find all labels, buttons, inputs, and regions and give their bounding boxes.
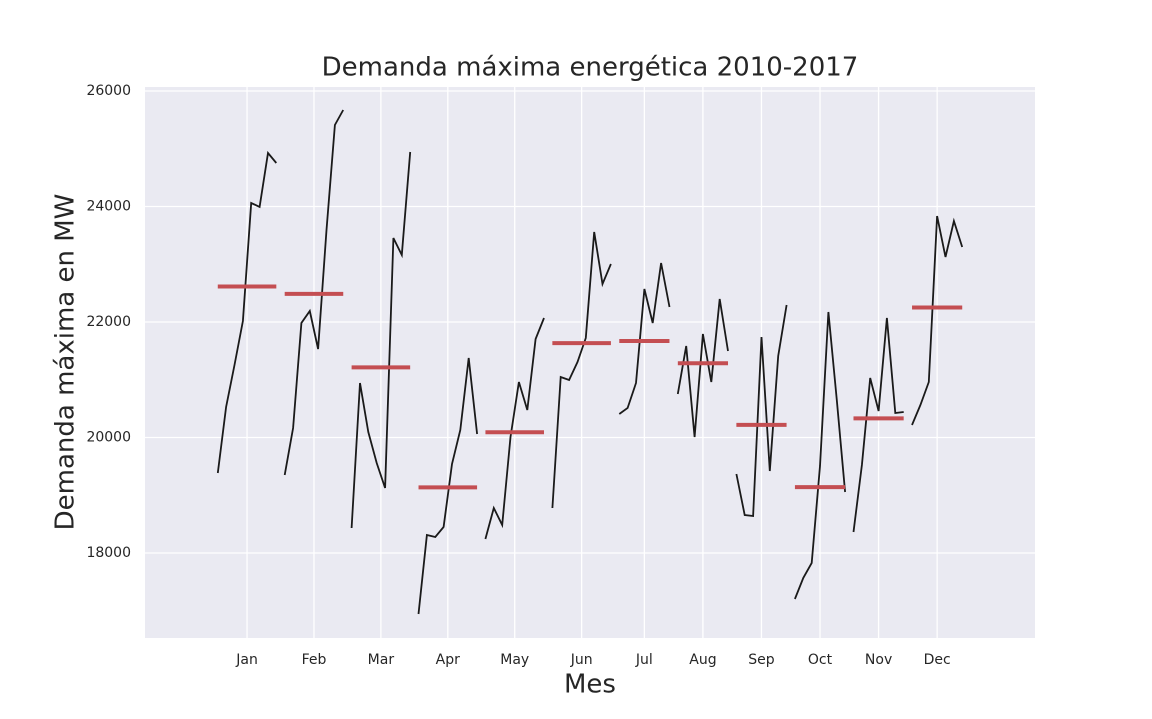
- x-tick-label: Mar: [368, 652, 395, 668]
- y-tick-label: 22000: [86, 314, 131, 330]
- y-tick-label: 18000: [86, 545, 131, 561]
- x-tick-label: Dec: [924, 652, 951, 668]
- month-line: [676, 298, 729, 438]
- x-tick-label: Sep: [748, 652, 775, 668]
- month-line: [551, 231, 612, 509]
- y-tick-label: 24000: [86, 198, 131, 214]
- month-line: [618, 262, 671, 415]
- y-axis-label: Demanda máxima en MW: [51, 194, 81, 531]
- x-tick-label: Apr: [436, 652, 460, 668]
- month-line: [417, 357, 478, 615]
- x-tick-label: Jul: [635, 652, 653, 668]
- month-line: [216, 150, 277, 474]
- y-tick-label: 20000: [86, 429, 131, 445]
- x-tick-label: Jan: [235, 652, 258, 668]
- y-tick-label: 26000: [86, 83, 131, 99]
- chart-title: Demanda máxima energética 2010-2017: [322, 53, 859, 83]
- x-tick-label: Nov: [865, 652, 892, 668]
- x-tick-label: Feb: [302, 652, 327, 668]
- month-line: [852, 317, 904, 533]
- plot-area: [145, 87, 1035, 638]
- x-tick-label: Oct: [808, 652, 833, 668]
- x-axis-label: Mes: [564, 670, 616, 700]
- x-tick-label: May: [500, 652, 529, 668]
- month-line: [350, 151, 412, 529]
- month-line: [283, 109, 344, 476]
- month-line: [484, 317, 545, 540]
- month-line: [794, 311, 846, 600]
- month-line: [735, 304, 788, 518]
- x-tick-label: Aug: [689, 652, 716, 668]
- x-tick-label: Jun: [570, 652, 593, 668]
- month-line: [911, 215, 964, 426]
